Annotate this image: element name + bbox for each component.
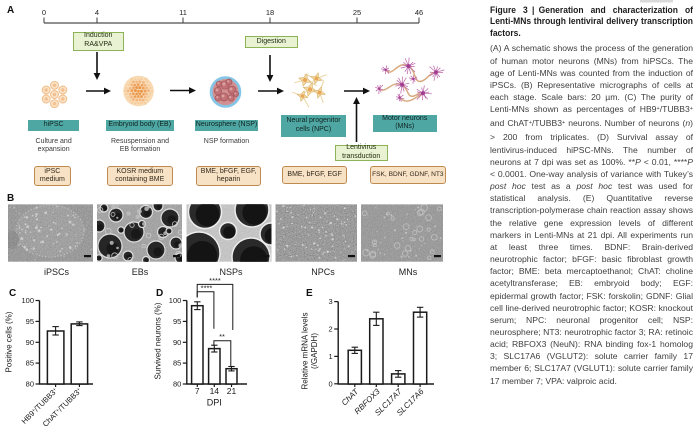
svg-text:46: 46 bbox=[415, 8, 423, 17]
svg-text:0: 0 bbox=[42, 8, 46, 17]
svg-text:(/GAPDH): (/GAPDH) bbox=[310, 333, 319, 369]
svg-text:90: 90 bbox=[173, 338, 181, 347]
svg-text:4: 4 bbox=[95, 8, 99, 17]
svg-text:100: 100 bbox=[169, 296, 182, 305]
svg-text:85: 85 bbox=[26, 359, 34, 368]
svg-text:11: 11 bbox=[179, 8, 187, 17]
svg-text:DPI: DPI bbox=[207, 398, 222, 408]
svg-text:**: ** bbox=[219, 332, 225, 341]
svg-text:21: 21 bbox=[227, 386, 237, 396]
svg-text:B: B bbox=[7, 193, 14, 204]
svg-text:Relative mRNA levels: Relative mRNA levels bbox=[301, 313, 310, 390]
svg-text:E: E bbox=[306, 288, 313, 299]
svg-text:18: 18 bbox=[266, 8, 274, 17]
svg-text:D: D bbox=[156, 288, 163, 299]
svg-text:85: 85 bbox=[173, 359, 181, 368]
svg-text:1: 1 bbox=[329, 352, 333, 361]
svg-text:0: 0 bbox=[329, 379, 333, 388]
svg-text:7: 7 bbox=[195, 386, 200, 396]
svg-text:80: 80 bbox=[26, 380, 34, 389]
svg-text:95: 95 bbox=[173, 317, 181, 326]
svg-text:Survived neurons (%): Survived neurons (%) bbox=[154, 302, 163, 379]
svg-text:Positive cells (%): Positive cells (%) bbox=[5, 311, 14, 372]
svg-text:14: 14 bbox=[210, 386, 220, 396]
svg-text:95: 95 bbox=[26, 317, 34, 326]
svg-text:80: 80 bbox=[173, 380, 181, 389]
svg-text:****: **** bbox=[201, 284, 213, 293]
svg-text:A: A bbox=[7, 5, 14, 16]
svg-text:90: 90 bbox=[26, 338, 34, 347]
svg-text:100: 100 bbox=[21, 296, 34, 305]
svg-text:25: 25 bbox=[353, 8, 361, 17]
svg-text:3: 3 bbox=[329, 297, 333, 306]
svg-text:****: **** bbox=[209, 276, 221, 285]
svg-text:2: 2 bbox=[329, 325, 333, 334]
svg-text:C: C bbox=[9, 288, 16, 299]
